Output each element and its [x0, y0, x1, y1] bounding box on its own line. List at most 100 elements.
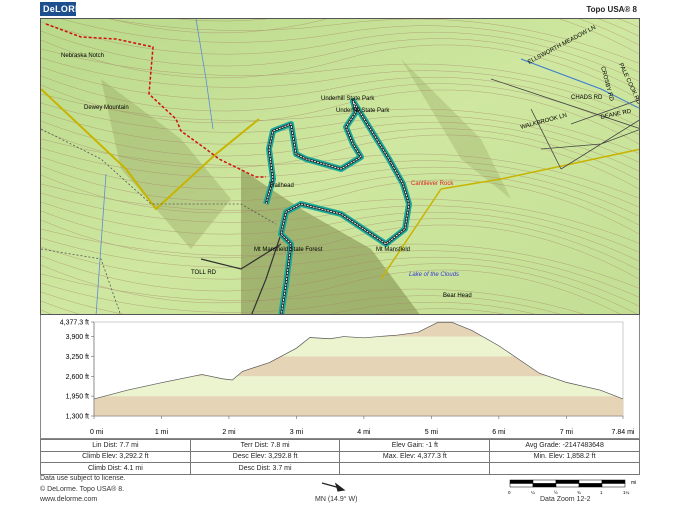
contour-line — [41, 165, 639, 226]
contour-line — [41, 282, 561, 314]
contour-line — [110, 19, 639, 55]
scale-bar: 0 ¼ ½ ¾ 1 1¼ mi — [508, 479, 636, 495]
terr-dist: Terr Dist: 7.8 mi — [189, 439, 341, 452]
empty-cell — [339, 462, 491, 475]
contour-line — [41, 210, 639, 271]
y-tick-label: 1,950 ft — [66, 394, 89, 401]
license-text: Data use subject to license. — [40, 475, 126, 482]
elevation-profile: 4,377.3 ft 3,900 ft 3,250 ft 2,600 ft 1,950 … — [40, 315, 640, 439]
contour-line — [41, 30, 639, 91]
y-tick-label: 2,600 ft — [66, 374, 89, 381]
ridge-shading — [101, 79, 231, 249]
contour-line — [41, 246, 639, 307]
scale-tick: 1¼ — [623, 490, 630, 495]
map-label: Underhill State Park — [321, 96, 375, 102]
desc-elev: Desc Elev: 3,292.8 ft — [189, 450, 341, 463]
stats-row: Climb Elev: 3,292.2 ft Desc Elev: 3,292.… — [40, 450, 640, 463]
contour-line — [41, 219, 639, 280]
scale-segment — [509, 479, 534, 484]
topo-map[interactable]: Dewey Mountain Nebraska Notch Underhill … — [40, 18, 640, 315]
x-tick-label: 4 mi — [357, 429, 371, 436]
stats-row: Lin Dist: 7.7 mi Terr Dist: 7.8 mi Elev … — [40, 439, 640, 452]
contour-line — [41, 264, 621, 314]
x-tick-label: 3 mi — [290, 429, 304, 436]
x-tick-label: 0 mi — [90, 429, 104, 436]
contour-line — [41, 174, 639, 235]
scale-segment — [601, 483, 626, 488]
trail-line — [45, 23, 266, 178]
contour-line — [41, 93, 639, 154]
y-tick-label: 1,300 ft — [66, 414, 89, 421]
max-elev: Max. Elev: 4,377.3 ft — [339, 450, 491, 463]
contour-line — [41, 102, 639, 163]
scale-segment — [509, 483, 534, 488]
desc-dist: Desc Dist: 3.7 mi — [189, 462, 341, 475]
stats-row: Climb Dist: 4.1 mi Desc Dist: 3.7 mi — [40, 462, 640, 475]
elevation-profile-chart: 4,377.3 ft 3,900 ft 3,250 ft 2,600 ft 1,950 … — [60, 320, 635, 437]
x-tick-label: 7 mi — [560, 429, 574, 436]
boundary-line — [380, 148, 639, 280]
y-tick-label: 3,900 ft — [66, 334, 89, 341]
river-line — [520, 58, 639, 109]
road-line — [200, 233, 282, 314]
map-label: Mt Mansfield State Forest — [254, 247, 323, 253]
map-label: Dewey Mountain — [84, 105, 129, 111]
elevation-line — [93, 321, 624, 400]
scale-unit: mi — [631, 480, 636, 486]
x-tick-label: 1 mi — [155, 429, 169, 436]
scale-tick: ¼ — [531, 490, 535, 495]
elevation-band — [94, 396, 623, 416]
contour-line — [41, 21, 639, 82]
elevation-band — [94, 376, 623, 397]
contour-line — [41, 273, 585, 314]
contour-line — [41, 75, 639, 136]
y-tick-label: 4,377.3 ft — [60, 320, 89, 327]
contour-lines — [41, 19, 639, 314]
contour-line — [41, 66, 639, 127]
route-line-inner — [265, 100, 410, 314]
scale-tick: 0 — [508, 490, 511, 495]
contour-line — [41, 84, 639, 145]
scale-segment — [555, 479, 580, 484]
contour-line — [41, 120, 639, 181]
x-tick-label: 6 mi — [492, 429, 506, 436]
min-elev: Min. Elev: 1,858.2 ft — [489, 450, 640, 463]
stats-table: Lin Dist: 7.7 mi Terr Dist: 7.8 mi Elev … — [40, 439, 640, 475]
delorme-logo: DeLORME — [40, 2, 89, 16]
copyright-text: © DeLorme. Topo USA® 8. — [40, 486, 125, 493]
map-label: Trailhead — [269, 183, 294, 189]
map-label: Bear Head — [443, 293, 472, 299]
boundary-line — [41, 88, 260, 211]
product-title: Topo USA® 8 — [586, 5, 637, 14]
map-label: Cantilever Rock — [411, 181, 454, 187]
contour-line — [41, 48, 639, 109]
map-label: Underhill State Park — [336, 108, 390, 114]
contour-line — [41, 183, 639, 244]
empty-cell — [489, 462, 640, 475]
scale-segment — [578, 483, 603, 488]
scale-tick: ½ — [554, 489, 558, 495]
map-label: Lake of the Clouds — [409, 272, 459, 278]
stream-line — [95, 19, 214, 314]
contour-line — [41, 291, 536, 314]
map-label: Mt Mansfield — [376, 247, 410, 253]
contour-line — [41, 39, 639, 100]
map-label: CHADS RD — [571, 95, 603, 101]
x-tick-label: 7.84 mi — [612, 429, 635, 436]
elev-gain: Elev Gain: -1 ft — [339, 439, 491, 452]
road-line — [490, 78, 639, 170]
declination-text: MN (14.9° W) — [315, 496, 358, 503]
contour-line — [60, 19, 639, 73]
scale-segment — [555, 483, 580, 488]
scale-segment — [601, 479, 626, 484]
climb-elev: Climb Elev: 3,292.2 ft — [40, 450, 191, 463]
logo-text: DeLORME — [43, 4, 90, 14]
data-zoom-text: Data Zoom 12-2 — [540, 496, 591, 503]
contour-line — [41, 57, 639, 118]
north-arrow-icon — [321, 482, 346, 492]
scale-tick: ¾ — [577, 490, 581, 495]
website-link[interactable]: www.delorme.com — [40, 496, 98, 503]
climb-dist: Climb Dist: 4.1 mi — [40, 462, 191, 475]
contour-line — [41, 255, 638, 314]
scale-segment — [578, 479, 603, 484]
